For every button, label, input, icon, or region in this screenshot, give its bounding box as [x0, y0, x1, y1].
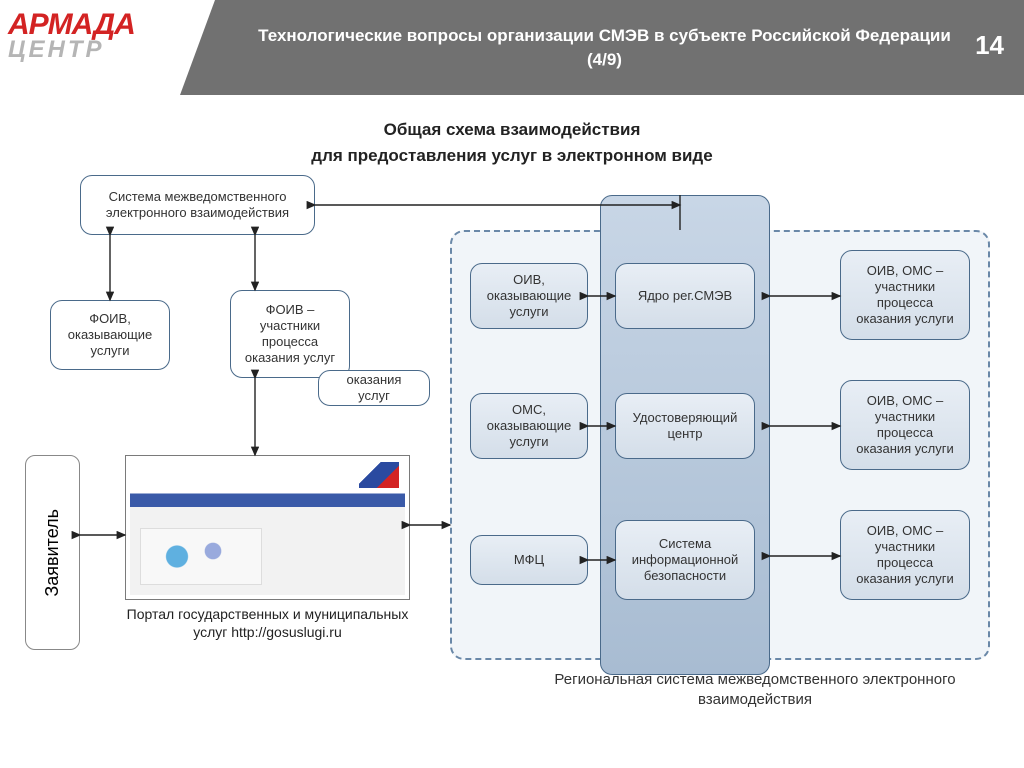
logo: АРМАДА ЦЕНТР — [8, 8, 135, 64]
node-extra: оказания услуг — [318, 370, 430, 406]
node-foiv2: ФОИВ – участники процесса оказания услуг — [230, 290, 350, 378]
node-right3: ОИВ, ОМС – участники процесса оказания у… — [840, 510, 970, 600]
subtitle-line1: Общая схема взаимодействия — [0, 120, 1024, 140]
node-core1: Ядро рег.СМЭВ — [615, 263, 755, 329]
subtitle-line2: для предоставления услуг в электронном в… — [0, 146, 1024, 166]
node-core2: Удостоверяющий центр — [615, 393, 755, 459]
applicant-label: Заявитель — [42, 509, 63, 597]
node-right2: ОИВ, ОМС – участники процесса оказания у… — [840, 380, 970, 470]
node-right1: ОИВ, ОМС – участники процесса оказания у… — [840, 250, 970, 340]
node-oms1: ОМС, оказывающие услуги — [470, 393, 588, 459]
portal-caption: Портал государственных и муниципальных у… — [125, 605, 410, 641]
slide-title: Технологические вопросы организации СМЭВ… — [255, 24, 954, 72]
diagram: Система межведомственного электронного в… — [20, 175, 1004, 748]
header: АРМАДА ЦЕНТР Технологические вопросы орг… — [0, 0, 1024, 95]
portal-screenshot — [125, 455, 410, 600]
slide-number: 14 — [975, 30, 1004, 61]
portal-image — [130, 460, 405, 595]
subtitle: Общая схема взаимодействия для предостав… — [0, 120, 1024, 166]
region-caption: Региональная система межведомственного э… — [540, 670, 970, 709]
node-smev: Система межведомственного электронного в… — [80, 175, 315, 235]
applicant-box: Заявитель — [25, 455, 80, 650]
node-foiv1: ФОИВ, оказывающие услуги — [50, 300, 170, 370]
title-bar: Технологические вопросы организации СМЭВ… — [215, 0, 1024, 95]
node-mfc: МФЦ — [470, 535, 588, 585]
node-oiv1: ОИВ, оказывающие услуги — [470, 263, 588, 329]
node-core3: Система информационной безопасности — [615, 520, 755, 600]
